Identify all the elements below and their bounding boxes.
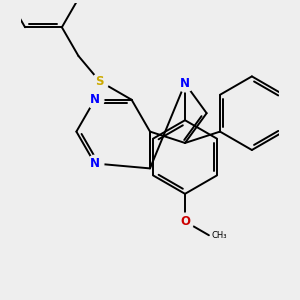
Text: N: N [90,93,100,106]
Text: N: N [90,157,100,170]
Text: S: S [95,75,104,88]
Text: O: O [180,215,190,228]
Text: CH₃: CH₃ [212,231,227,240]
Text: N: N [180,77,190,90]
